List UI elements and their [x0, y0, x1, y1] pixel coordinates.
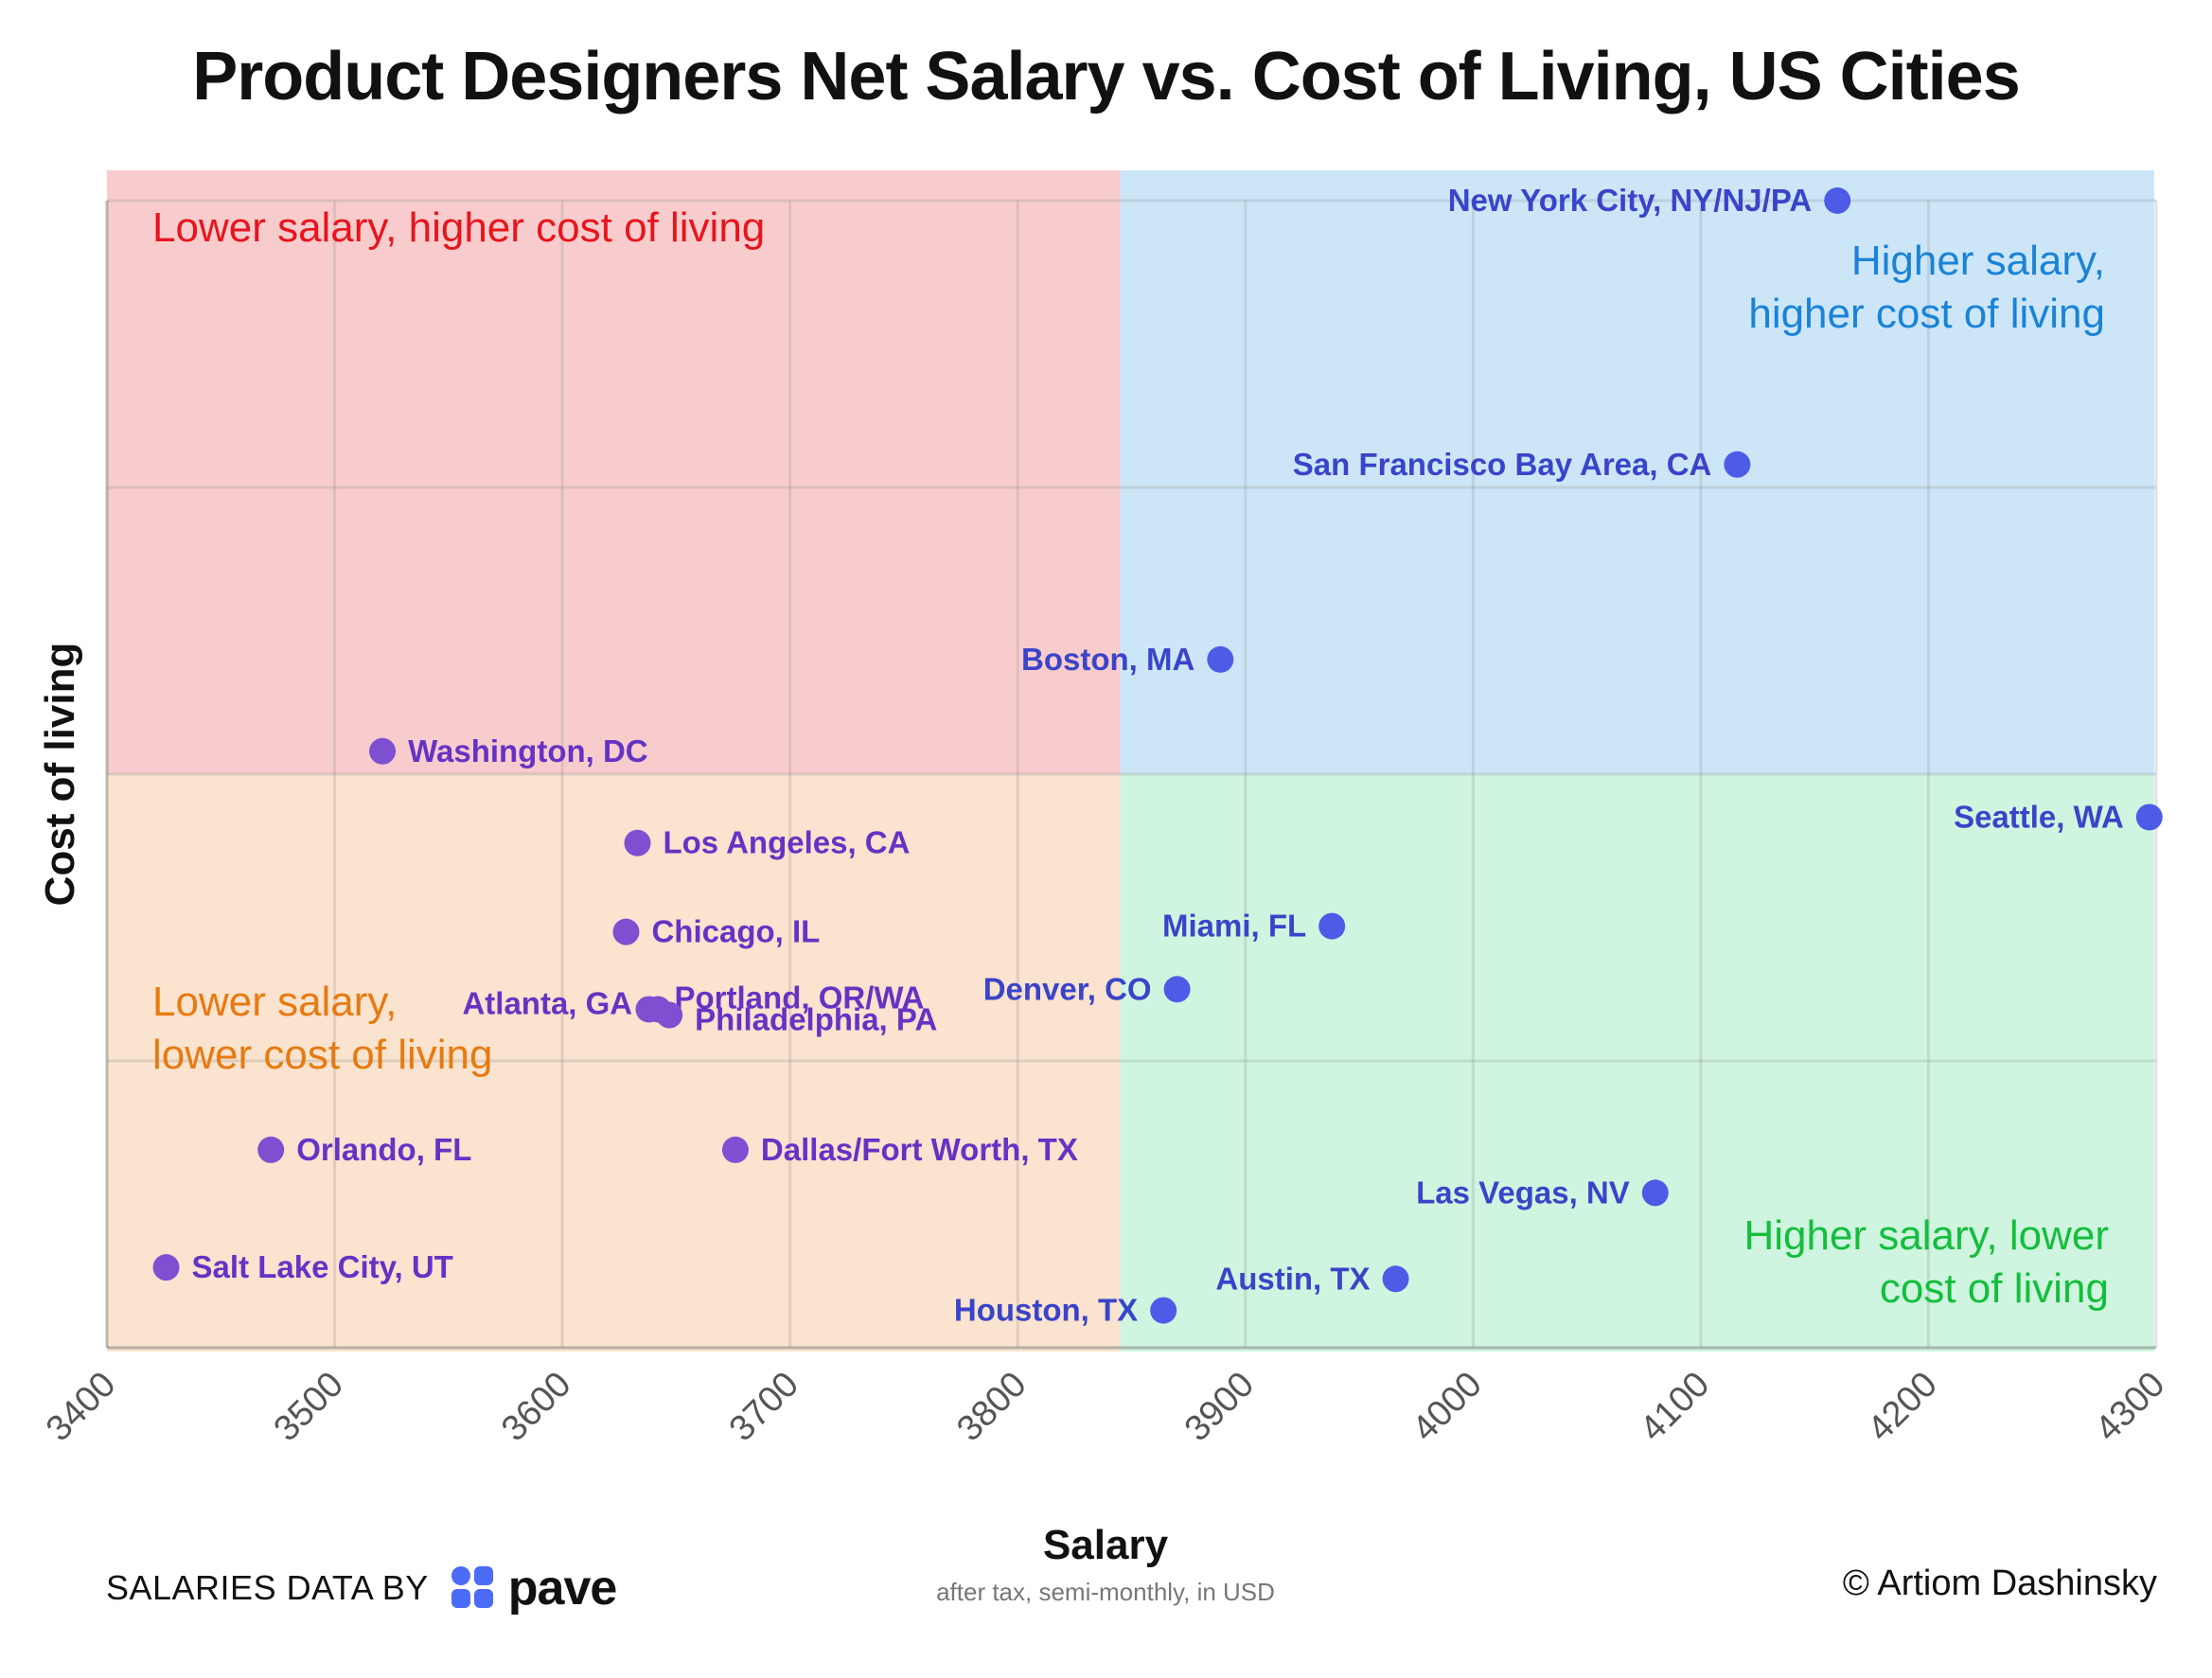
point-dallas-fort-worth-tx [721, 1136, 749, 1163]
point-orlando-fl [257, 1136, 285, 1163]
point-las-vegas-nv [1641, 1179, 1669, 1207]
x-tick-label: 4000 [1405, 1365, 1489, 1449]
point-label-las-vegas-nv: Las Vegas, NV [1416, 1175, 1630, 1210]
x-tick-label: 3500 [267, 1365, 351, 1449]
pave-brand: pave [507, 1561, 618, 1616]
point-boston-ma [1207, 645, 1234, 673]
point-austin-tx [1382, 1265, 1409, 1293]
point-label-philadelphia-pa: Philadelphia, PA [695, 1002, 937, 1037]
quadrant-label-low-salary-low-col-line: lower cost of living [152, 1032, 492, 1078]
quadrant-label-high-salary-high-col-line: Higher salary, [1851, 238, 2105, 284]
y-axis-label: Cost of living [37, 643, 83, 907]
point-chicago-il [612, 918, 640, 945]
point-washington-dc [369, 737, 397, 765]
copyright: © Artiom Dashinsky [1842, 1563, 2157, 1603]
x-axis-label: Salary [1043, 1522, 1169, 1568]
quadrant-label-high-salary-low-col-line: cost of living [1880, 1265, 2109, 1312]
point-label-chicago-il: Chicago, IL [651, 914, 820, 949]
point-houston-tx [1150, 1297, 1177, 1324]
point-seattle-wa [2135, 804, 2163, 831]
quadrant-low-salary-high-col [107, 170, 1121, 774]
point-label-portland-or-wa: Portland, OR/WA [675, 980, 925, 1015]
x-tick-label: 3800 [949, 1365, 1034, 1449]
quadrant-label-high-salary-high-col-line: higher cost of living [1748, 291, 2105, 337]
point-label-boston-ma: Boston, MA [1021, 642, 1194, 677]
chart-title: Product Designers Net Salary vs. Cost of… [192, 39, 2021, 115]
point-label-miami-fl: Miami, FL [1162, 909, 1306, 944]
point-salt-lake-city-ut [152, 1254, 180, 1281]
point-label-seattle-wa: Seattle, WA [1954, 799, 2124, 834]
x-tick-label: 3400 [39, 1365, 123, 1449]
point-label-dallas-fort-worth-tx: Dallas/Fort Worth, TX [761, 1132, 1078, 1167]
pave-logo-icon [451, 1566, 495, 1610]
x-tick-label: 4100 [1633, 1365, 1717, 1449]
quadrant-label-high-salary-low-col-line: Higher salary, lower [1743, 1212, 2109, 1259]
point-new-york-city-ny-nj-pa [1824, 187, 1851, 214]
point-label-orlando-fl: Orlando, FL [296, 1132, 471, 1167]
point-label-denver-co: Denver, CO [983, 971, 1152, 1006]
quadrant-high-salary-high-col [1120, 170, 2154, 774]
x-tick-label: 4300 [2088, 1365, 2172, 1449]
x-tick-label: 3700 [722, 1365, 806, 1449]
point-label-san-francisco-bay-area-ca: San Francisco Bay Area, CA [1293, 447, 1712, 482]
point-label-houston-tx: Houston, TX [954, 1293, 1138, 1328]
data-credit: SALARIES DATA BY pave [106, 1560, 618, 1616]
point-label-salt-lake-city-ut: Salt Lake City, UT [192, 1249, 453, 1284]
quadrant-label-low-salary-low-col-line: Lower salary, [152, 979, 397, 1025]
point-label-new-york-city-ny-nj-pa: New York City, NY/NJ/PA [1448, 183, 1813, 218]
quadrant-label-low-salary-high-col-line: Lower salary, higher cost of living [152, 204, 765, 251]
x-tick-label: 4200 [1860, 1365, 1944, 1449]
x-axis-note: after tax, semi-monthly, in USD [936, 1578, 1275, 1606]
point-label-los-angeles-ca: Los Angeles, CA [663, 825, 910, 860]
point-label-austin-tx: Austin, TX [1215, 1261, 1370, 1296]
point-label-atlanta-ga: Atlanta, GA [462, 985, 632, 1020]
x-tick-label: 3900 [1177, 1365, 1262, 1449]
x-tick-label: 3600 [494, 1365, 578, 1449]
point-label-washington-dc: Washington, DC [408, 733, 648, 768]
point-miami-fl [1318, 912, 1346, 940]
point-los-angeles-ca [624, 829, 651, 857]
quadrant-high-salary-low-col [1120, 774, 2154, 1351]
quadrant-low-salary-low-col [107, 774, 1121, 1351]
data-credit-text: SALARIES DATA BY [106, 1568, 429, 1607]
point-philadelphia-pa [656, 1001, 683, 1029]
point-san-francisco-bay-area-ca [1724, 450, 1751, 478]
point-denver-co [1163, 976, 1191, 1003]
